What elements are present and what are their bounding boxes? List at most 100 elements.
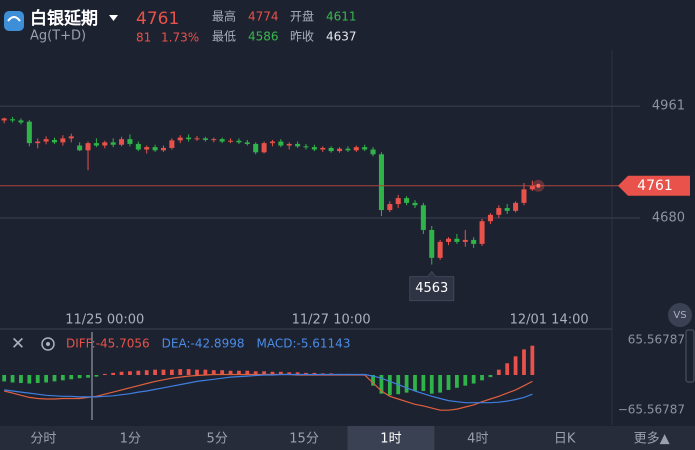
candle-body xyxy=(420,205,426,230)
candle-body xyxy=(437,241,443,258)
vs-button[interactable]: VS xyxy=(673,310,686,321)
tab[interactable]: 1时 xyxy=(380,432,401,447)
macd-bar xyxy=(86,375,90,378)
candle-body xyxy=(269,141,275,144)
macd-bar xyxy=(186,369,191,375)
candle-body xyxy=(202,138,208,140)
candle-body xyxy=(303,146,309,148)
candle-body xyxy=(362,147,368,150)
candle-body xyxy=(10,119,16,121)
tab[interactable]: 1分 xyxy=(120,432,141,447)
tab[interactable]: 5分 xyxy=(207,432,228,447)
macd-bar xyxy=(455,375,459,388)
stat-label: 最低 xyxy=(212,30,236,44)
tab[interactable]: 更多▲ xyxy=(634,431,670,447)
macd-bar xyxy=(287,372,292,375)
candle-body xyxy=(194,138,200,140)
x-tick-label: 11/25 00:00 xyxy=(65,313,144,328)
macd-bar xyxy=(278,371,283,375)
candle-body xyxy=(462,239,468,242)
candle-body xyxy=(261,143,267,153)
macd-bar xyxy=(153,369,157,375)
macd-bar xyxy=(522,349,526,375)
macd-bar xyxy=(2,375,7,382)
macd-legend: MACD:-5.61143 xyxy=(256,337,350,351)
macd-bar xyxy=(60,375,65,381)
settings-icon[interactable] xyxy=(41,337,55,351)
last-price: 4761 xyxy=(136,9,179,29)
candle-body xyxy=(219,139,225,142)
stat-label: 开盘 xyxy=(290,9,314,24)
candle-body xyxy=(395,198,401,205)
macd-bar xyxy=(102,373,107,375)
candle-body xyxy=(337,148,343,152)
macd-dea-line xyxy=(4,373,533,404)
macd-bar xyxy=(505,363,510,375)
tab[interactable]: 15分 xyxy=(289,432,319,447)
candle-body xyxy=(496,208,502,215)
x-tick-label: 11/27 10:00 xyxy=(292,313,371,328)
candle-body xyxy=(412,202,418,206)
candle-body xyxy=(35,141,41,144)
macd-legend: DIFF:-45.7056 xyxy=(66,337,150,351)
macd-bar xyxy=(488,375,493,378)
stat-value: 4611 xyxy=(326,10,357,24)
macd-bar xyxy=(228,370,233,375)
candle-body xyxy=(236,140,242,143)
product-code: Ag(T+D) xyxy=(30,29,86,44)
candle-body xyxy=(18,120,24,123)
product-name[interactable]: 白银延期 xyxy=(30,8,98,29)
tab[interactable]: 4时 xyxy=(467,432,488,447)
settings-icon-center xyxy=(46,342,50,346)
candle-body xyxy=(378,154,384,211)
tab[interactable]: 日K xyxy=(554,432,576,447)
macd-bar xyxy=(496,369,501,375)
macd-bar xyxy=(27,375,32,384)
candle-body xyxy=(110,142,116,145)
candle-body xyxy=(370,149,376,155)
scroll-handle[interactable] xyxy=(685,329,695,383)
candle-body xyxy=(521,189,527,203)
candle-body xyxy=(253,143,259,153)
macd-bar xyxy=(404,375,409,393)
candle-body xyxy=(529,185,535,190)
candle-body xyxy=(127,139,133,144)
macd-bar xyxy=(513,356,518,375)
dropdown-arrow[interactable] xyxy=(109,15,118,21)
macd-bar xyxy=(94,375,99,377)
macd-bar xyxy=(413,375,417,391)
candle-body xyxy=(152,147,158,151)
candle-body xyxy=(177,137,183,141)
macd-bar xyxy=(387,375,392,396)
macd-bar xyxy=(245,370,250,375)
stat-label: 昨收 xyxy=(290,30,314,44)
candle-body xyxy=(278,141,284,146)
candle-body xyxy=(85,143,91,151)
x-tick-label: 12/01 14:00 xyxy=(510,313,589,328)
macd-bar xyxy=(136,370,141,375)
candle-body xyxy=(93,143,99,146)
tab[interactable]: 分时 xyxy=(30,432,56,447)
candle-body xyxy=(211,139,217,141)
candle-body xyxy=(26,121,32,144)
macd-bar xyxy=(471,375,476,384)
stat-value: 4637 xyxy=(326,30,357,44)
price-change-pct: 1.73% xyxy=(161,31,199,45)
macd-bar xyxy=(295,372,300,375)
macd-bar xyxy=(111,372,116,375)
macd-bar xyxy=(178,369,183,375)
candle-body xyxy=(1,118,7,121)
candle-body xyxy=(295,143,301,147)
macd-bar xyxy=(52,375,57,382)
stat-label: 最高 xyxy=(212,9,236,24)
macd-bar xyxy=(480,375,484,381)
vs-button-bg[interactable] xyxy=(668,303,692,327)
candle-body xyxy=(135,143,141,150)
macd-bar xyxy=(35,375,40,383)
product-icon xyxy=(4,11,24,31)
candle-body xyxy=(186,137,192,140)
macd-bar xyxy=(421,375,426,391)
close-icon[interactable]: ✕ xyxy=(11,334,25,354)
